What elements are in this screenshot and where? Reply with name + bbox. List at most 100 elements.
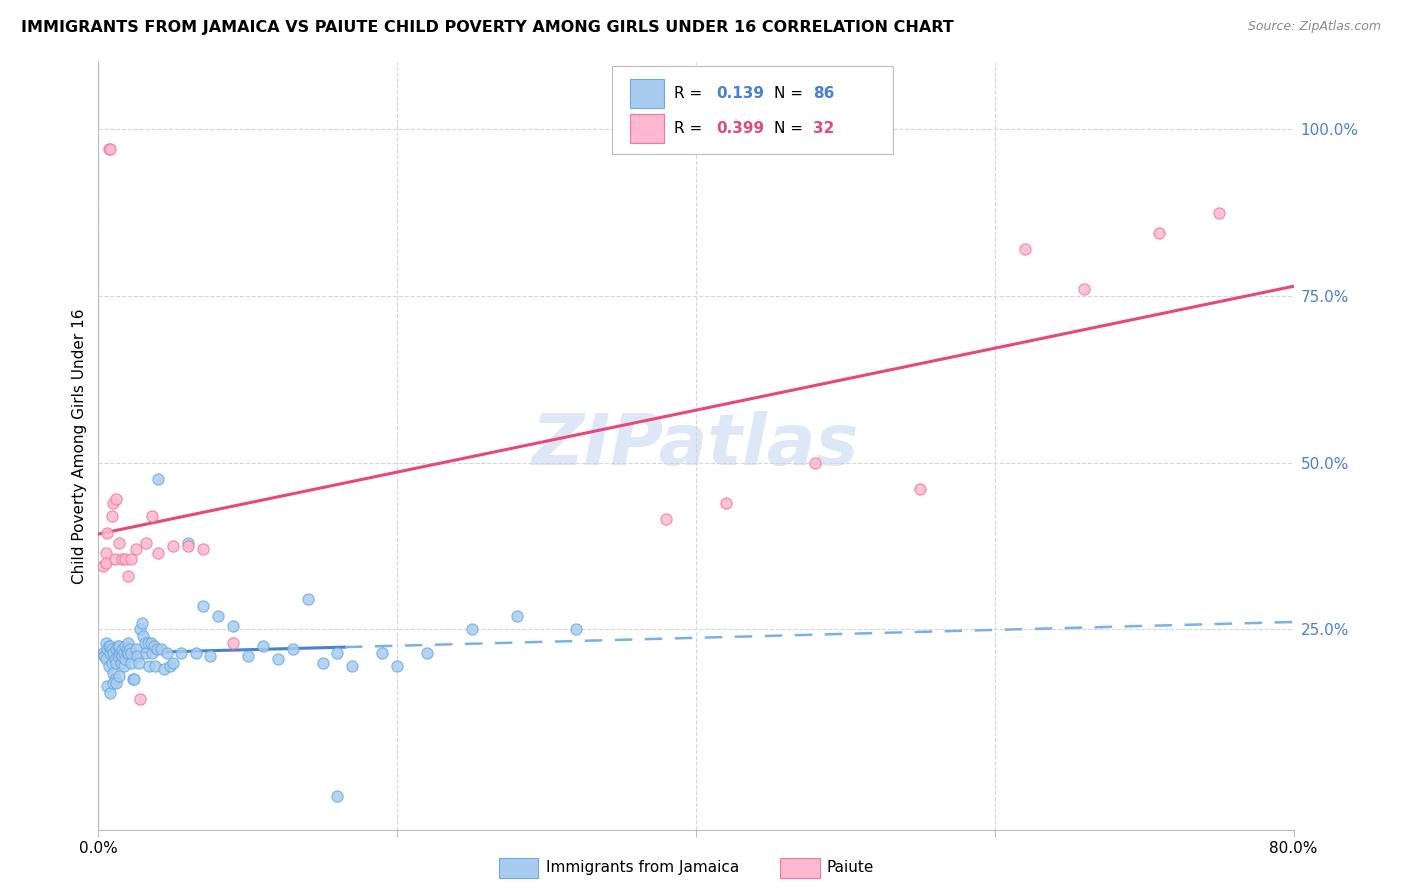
- Point: [191, 542, 214, 557]
- Point: [139, 636, 162, 650]
- Point: [97, 639, 120, 653]
- Point: [804, 456, 827, 470]
- Point: [184, 646, 207, 660]
- Point: [200, 649, 222, 664]
- Point: [108, 669, 131, 683]
- Point: [120, 552, 142, 566]
- Point: [98, 142, 122, 156]
- Text: ZIPatlas: ZIPatlas: [533, 411, 859, 481]
- Text: R =: R =: [675, 87, 707, 102]
- Text: 86: 86: [813, 87, 835, 102]
- Point: [311, 656, 333, 670]
- Point: [129, 623, 152, 637]
- Point: [125, 542, 148, 557]
- Point: [101, 509, 124, 524]
- Point: [108, 639, 131, 653]
- Point: [103, 675, 125, 690]
- Point: [1073, 282, 1095, 296]
- Point: [267, 652, 290, 666]
- Text: 32: 32: [813, 121, 835, 136]
- Point: [91, 646, 114, 660]
- Point: [103, 665, 125, 680]
- Point: [103, 646, 125, 660]
- Point: [222, 619, 245, 633]
- Point: [655, 512, 678, 526]
- Point: [222, 636, 245, 650]
- Point: [111, 642, 134, 657]
- Point: [136, 636, 159, 650]
- Point: [108, 646, 131, 660]
- Point: [326, 789, 349, 804]
- Point: [117, 646, 139, 660]
- Point: [115, 646, 138, 660]
- Point: [1014, 242, 1036, 256]
- Point: [156, 646, 179, 660]
- Point: [134, 636, 156, 650]
- Point: [120, 656, 142, 670]
- Point: [104, 673, 127, 687]
- Point: [145, 642, 167, 657]
- Point: [96, 525, 118, 540]
- Point: [297, 592, 319, 607]
- Point: [124, 673, 146, 687]
- Point: [107, 639, 129, 653]
- FancyBboxPatch shape: [630, 79, 664, 109]
- Text: 0.139: 0.139: [716, 87, 765, 102]
- Point: [135, 535, 157, 549]
- Point: [908, 483, 931, 497]
- Point: [150, 642, 173, 657]
- Point: [128, 656, 150, 670]
- Point: [162, 539, 184, 553]
- Point: [135, 646, 157, 660]
- Point: [565, 623, 588, 637]
- Text: Paiute: Paiute: [827, 861, 875, 875]
- Point: [148, 546, 170, 560]
- Point: [148, 472, 170, 486]
- Point: [105, 642, 128, 657]
- Point: [121, 673, 143, 687]
- Point: [1147, 226, 1170, 240]
- Text: IMMIGRANTS FROM JAMAICA VS PAIUTE CHILD POVERTY AMONG GIRLS UNDER 16 CORRELATION: IMMIGRANTS FROM JAMAICA VS PAIUTE CHILD …: [21, 20, 953, 35]
- Point: [127, 649, 149, 664]
- Point: [98, 686, 122, 700]
- Point: [142, 639, 165, 653]
- Point: [131, 615, 153, 630]
- Point: [101, 642, 124, 657]
- Point: [94, 556, 117, 570]
- Point: [153, 663, 176, 677]
- Text: N =: N =: [773, 87, 803, 102]
- Point: [118, 642, 141, 657]
- Point: [461, 623, 484, 637]
- Point: [159, 659, 181, 673]
- Point: [141, 646, 163, 660]
- Point: [111, 552, 134, 566]
- Point: [342, 659, 364, 673]
- Point: [111, 649, 134, 664]
- Point: [107, 649, 129, 664]
- Point: [97, 142, 120, 156]
- Point: [143, 659, 166, 673]
- Point: [371, 646, 394, 660]
- Point: [1208, 205, 1230, 219]
- FancyBboxPatch shape: [613, 66, 893, 154]
- Point: [114, 639, 136, 653]
- FancyBboxPatch shape: [630, 114, 664, 143]
- Text: R =: R =: [675, 121, 707, 136]
- Point: [385, 659, 409, 673]
- Point: [103, 496, 125, 510]
- Point: [326, 646, 349, 660]
- Point: [138, 659, 160, 673]
- Point: [110, 646, 132, 660]
- Point: [252, 639, 274, 653]
- Text: 0.399: 0.399: [716, 121, 765, 136]
- Point: [117, 636, 139, 650]
- Point: [104, 552, 127, 566]
- Point: [110, 656, 132, 670]
- Point: [96, 642, 118, 657]
- Point: [120, 646, 142, 660]
- Point: [132, 629, 155, 643]
- Point: [207, 609, 229, 624]
- Point: [114, 552, 136, 566]
- Point: [177, 535, 200, 549]
- Point: [97, 659, 120, 673]
